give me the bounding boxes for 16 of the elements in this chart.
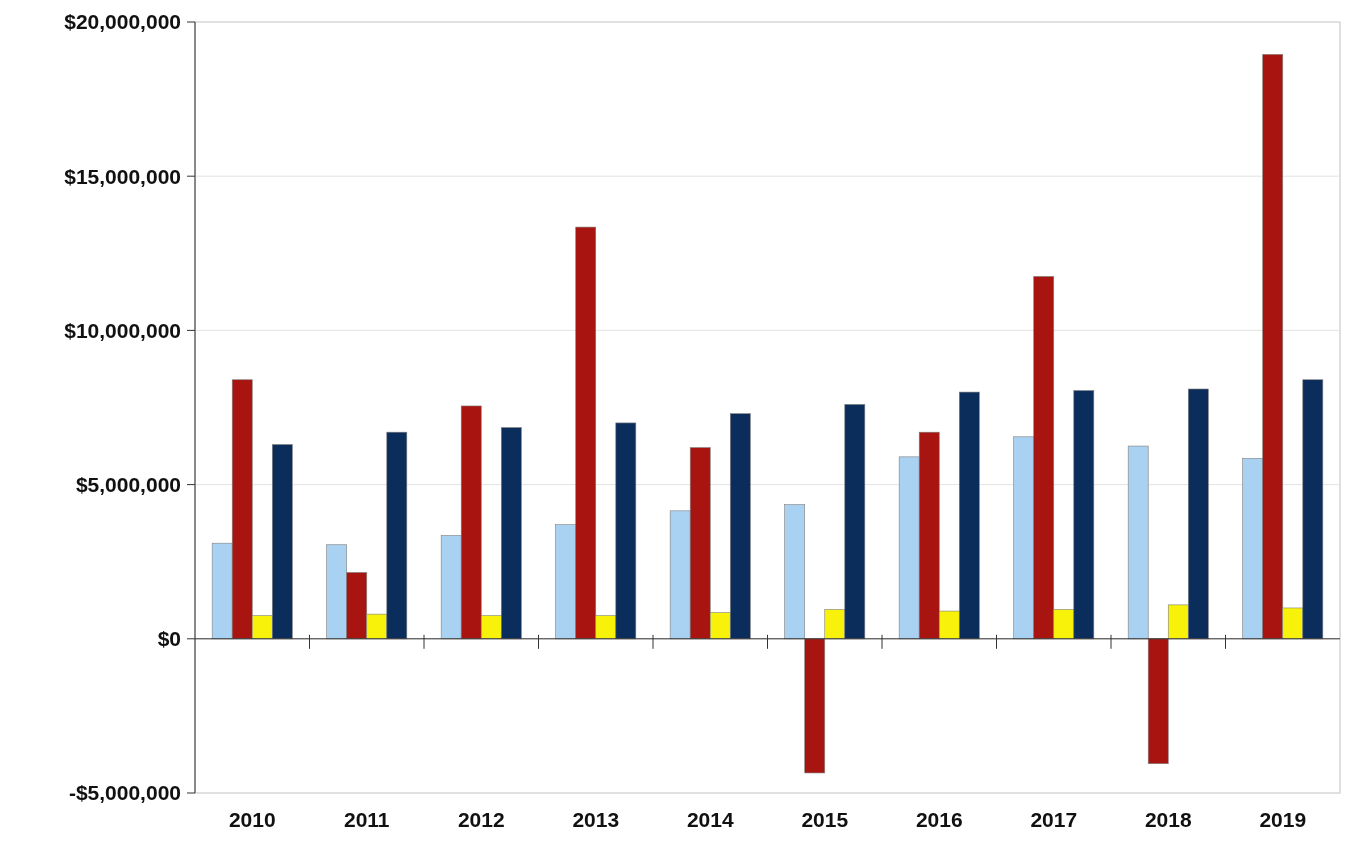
x-tick-label: 2012: [457, 808, 505, 831]
x-tick-label: 2010: [228, 808, 276, 831]
y-tick-label: $20,000,000: [64, 10, 181, 34]
y-tick-label: $15,000,000: [64, 164, 181, 188]
y-tick-label: $0: [157, 627, 181, 651]
y-tick-label: $5,000,000: [75, 472, 181, 496]
x-tick-label: 2019: [1259, 808, 1307, 831]
x-tick-label: 2015: [801, 808, 849, 831]
y-tick-label: $10,000,000: [64, 318, 181, 342]
x-tick-label: 2011: [343, 808, 390, 831]
x-tick-label: 2017: [1030, 808, 1078, 831]
y-tick-label: -$5,000,000: [68, 781, 181, 805]
x-tick-label: 2016: [915, 808, 963, 831]
x-tick-label: 2014: [686, 808, 734, 831]
x-tick-label: 2018: [1144, 808, 1192, 831]
x-tick-label: 2013: [572, 808, 620, 831]
